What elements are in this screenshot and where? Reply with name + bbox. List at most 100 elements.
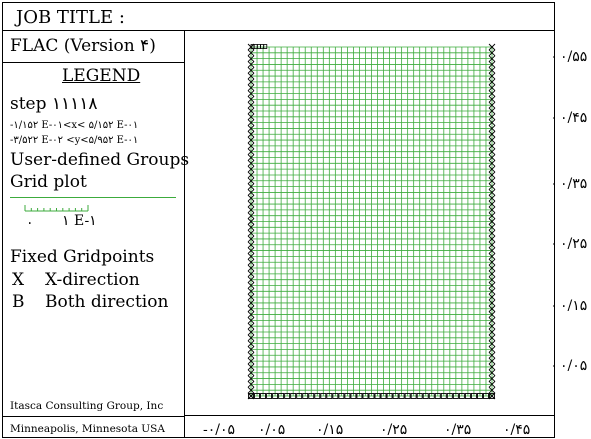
fixed-x-marker bbox=[488, 229, 496, 237]
fixed-x-marker bbox=[488, 49, 496, 57]
fixed-x-marker bbox=[488, 165, 496, 173]
fixed-x-marker bbox=[247, 136, 255, 144]
fixed-x-marker bbox=[488, 258, 496, 266]
fixed-x-marker bbox=[247, 66, 255, 74]
fixed-both-marker bbox=[326, 393, 333, 399]
x-tick-label: ۰/۴۵ bbox=[503, 422, 531, 438]
fixed-both-marker bbox=[296, 393, 303, 399]
fixed-x-marker bbox=[247, 72, 255, 80]
fixed-x-marker bbox=[247, 130, 255, 138]
fixed-both-marker bbox=[254, 393, 260, 399]
fixed-x-marker bbox=[488, 55, 496, 62]
fixed-x-marker bbox=[488, 287, 496, 295]
fixed-both-marker bbox=[314, 393, 321, 399]
company-divider bbox=[2, 416, 185, 417]
x-tick-label: -۰/۰۵ bbox=[203, 422, 236, 438]
fixed-x-marker bbox=[247, 90, 255, 97]
fixed-x-marker bbox=[247, 299, 255, 307]
fixed-both-marker bbox=[422, 393, 429, 399]
fixed-x-marker bbox=[488, 43, 496, 51]
fixed-x-marker bbox=[488, 96, 496, 103]
fixed-x-marker bbox=[247, 351, 255, 359]
fixed-both-marker bbox=[464, 393, 471, 399]
fixed-both-marker bbox=[260, 393, 266, 399]
fixed-x-marker bbox=[247, 218, 255, 225]
fixed-x-marker bbox=[247, 317, 255, 324]
fixed-x-marker bbox=[247, 258, 255, 266]
fixed-x-marker bbox=[488, 247, 496, 254]
scale-left-label: ۰ bbox=[26, 215, 34, 231]
fixed-x-marker bbox=[488, 276, 496, 283]
x-tick-label: ۰/۱۵ bbox=[316, 422, 344, 438]
fixed-gridpoints-title: Fixed Gridpoints bbox=[10, 247, 155, 267]
fixed-both-marker bbox=[344, 393, 351, 399]
fixed-x-marker bbox=[247, 223, 255, 231]
fixed-x-marker bbox=[488, 72, 496, 80]
fixed-x-marker bbox=[488, 119, 496, 126]
fixed-x-marker bbox=[488, 142, 496, 150]
fixed-both-marker bbox=[284, 393, 291, 399]
fixed-both-marker bbox=[392, 393, 399, 399]
fixed-x-marker bbox=[488, 171, 496, 179]
legend-title: LEGEND bbox=[62, 66, 141, 86]
fixed-x-marker bbox=[488, 130, 496, 138]
fixed-x-marker bbox=[247, 381, 255, 388]
fixed-x-marker bbox=[247, 183, 255, 190]
fixed-x-marker bbox=[488, 299, 496, 307]
fixed-both-marker bbox=[458, 393, 465, 399]
fixed-x-marker bbox=[488, 206, 496, 214]
fixed-x-marker bbox=[488, 311, 496, 318]
x-tick-label: ۰/۳۵ bbox=[444, 422, 472, 438]
y-range: -۳/۵۲۲ E-۰۲ <y<۵/۹۵۲ E-۰۱ bbox=[10, 135, 139, 146]
fixed-both-marker bbox=[266, 393, 273, 399]
fixed-both-marker bbox=[362, 393, 369, 399]
fixed-both-marker bbox=[398, 393, 405, 399]
fixed-x-marker bbox=[488, 90, 496, 97]
fixed-both-marker bbox=[380, 393, 387, 399]
x-tick-label: ۰/۰۵ bbox=[258, 422, 286, 438]
fixed-x-marker bbox=[247, 113, 255, 121]
fixed-x-marker bbox=[488, 346, 496, 353]
fixed-x-marker bbox=[247, 305, 255, 313]
fixed-x-marker bbox=[247, 357, 255, 365]
fixed-x-marker bbox=[247, 142, 255, 150]
fixed-both-marker bbox=[416, 393, 423, 399]
fixed-x-marker bbox=[488, 177, 496, 185]
fixed-both-marker bbox=[446, 393, 453, 399]
fixed-x-marker bbox=[488, 340, 496, 347]
fixed-x-marker bbox=[488, 194, 496, 202]
fixed-x-marker bbox=[247, 241, 255, 249]
y-tick-label: ۰/۰۵ bbox=[560, 358, 588, 374]
fixed-both-marker bbox=[452, 393, 459, 399]
fixed-x-marker bbox=[247, 264, 255, 272]
location-label: Minneapolis, Minnesota USA bbox=[10, 423, 165, 435]
fixed-x-marker bbox=[247, 293, 255, 301]
fixed-x-marker bbox=[247, 194, 255, 202]
x-tick-label: ۰/۲۵ bbox=[380, 422, 408, 438]
fixed-x-marker bbox=[247, 160, 255, 167]
fixed-x-marker bbox=[488, 282, 496, 289]
fixed-both-marker bbox=[404, 393, 411, 399]
fixed-x-marker bbox=[247, 189, 255, 196]
fixed-x-marker bbox=[247, 96, 255, 103]
fixed-x-marker bbox=[247, 253, 255, 260]
fixed-x-marker bbox=[488, 223, 496, 231]
fixed-x-marker bbox=[247, 340, 255, 347]
y-tick-label: ۰/۴۵ bbox=[560, 110, 588, 126]
fixed-x-marker bbox=[247, 101, 255, 109]
fixed-x-marker bbox=[488, 189, 496, 196]
y-tick-label: ۰/۲۵ bbox=[560, 236, 588, 252]
fixed-x-marker bbox=[488, 154, 496, 161]
fixed-x-marker bbox=[488, 113, 496, 121]
fixed-x-marker bbox=[488, 334, 496, 342]
fixed-x-marker bbox=[247, 270, 255, 278]
fixed-both-marker bbox=[368, 393, 375, 399]
step-label: step ۱۱۱۱۸ bbox=[10, 94, 98, 114]
fixed-x-marker bbox=[247, 386, 255, 394]
fixed-x-marker bbox=[247, 276, 255, 283]
fixed-b-label: Both direction bbox=[45, 292, 169, 312]
fixed-x-marker bbox=[488, 235, 496, 243]
fixed-x-marker bbox=[247, 119, 255, 126]
fixed-x-marker bbox=[488, 183, 496, 190]
